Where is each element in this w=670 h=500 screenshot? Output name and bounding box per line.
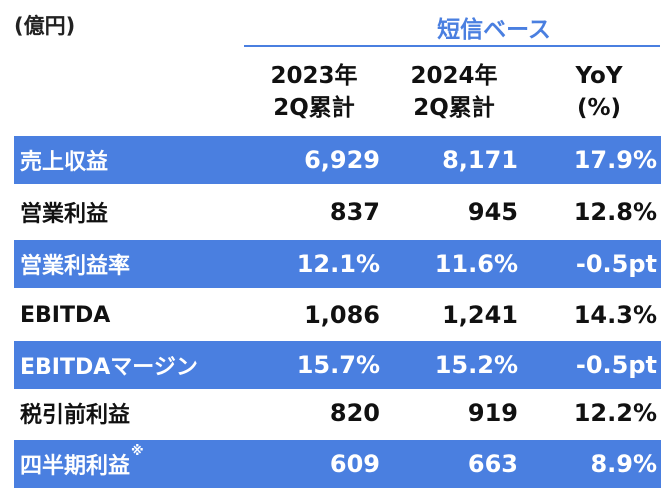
- value-yoy: 17.9%: [573, 146, 657, 174]
- value-2023: 1,086: [304, 301, 380, 329]
- value-2024: 663: [467, 450, 518, 478]
- value-2023: 12.1%: [296, 250, 380, 278]
- value-2024: 8,171: [442, 146, 518, 174]
- table-row-quarterly-profit: 四半期利益※ 609 663 8.9%: [14, 440, 661, 488]
- row-label: 四半期利益※: [20, 444, 144, 480]
- table-row-operating-profit: 営業利益 837 945 12.8%: [14, 188, 661, 236]
- table-row-ebitda: EBITDA 1,086 1,241 14.3%: [14, 291, 661, 339]
- row-label-text: 税引前利益: [20, 403, 131, 428]
- value-2024: 15.2%: [434, 351, 518, 379]
- value-2024: 1,241: [442, 301, 518, 329]
- value-yoy: -0.5pt: [575, 351, 657, 379]
- row-label: 営業利益率: [20, 248, 130, 280]
- value-yoy: 8.9%: [590, 450, 657, 478]
- row-label-text: 売上収益: [20, 150, 109, 175]
- row-label-text: 四半期利益: [20, 454, 131, 479]
- table-row-revenue: 売上収益 6,929 8,171 17.9%: [14, 136, 661, 184]
- value-2024: 11.6%: [434, 250, 518, 278]
- row-label: EBITDAマージン: [20, 349, 198, 381]
- unit-label: (億円): [14, 14, 76, 38]
- value-yoy: 12.8%: [573, 198, 657, 226]
- table-row-ebitda-margin: EBITDAマージン 15.7% 15.2% -0.5pt: [14, 341, 661, 389]
- footnote-mark: ※: [131, 444, 144, 459]
- row-label: 税引前利益: [20, 397, 130, 429]
- column-header-2023-period: 2Q累計: [273, 95, 355, 121]
- value-2023: 15.7%: [296, 351, 380, 379]
- value-yoy: -0.5pt: [575, 250, 657, 278]
- row-label: EBITDA: [20, 303, 110, 328]
- row-label-text: 営業利益: [20, 202, 109, 227]
- basis-underline: [244, 45, 660, 47]
- basis-label: 短信ベース: [437, 17, 551, 43]
- value-2023: 837: [329, 198, 380, 226]
- row-label-text: EBITDAマージン: [20, 355, 198, 380]
- value-2024: 945: [467, 198, 518, 226]
- value-2024: 919: [467, 399, 518, 427]
- column-header-2024: 2024年 2Q累計: [390, 60, 518, 128]
- column-header-2024-year: 2024年: [410, 63, 498, 89]
- value-yoy: 12.2%: [573, 399, 657, 427]
- column-header-yoy-title: YoY: [575, 63, 623, 89]
- row-label: 営業利益: [20, 196, 108, 228]
- column-header-2023: 2023年 2Q累計: [250, 60, 378, 128]
- column-header-yoy-unit: (%): [576, 95, 622, 121]
- value-2023: 820: [329, 399, 380, 427]
- column-header-yoy: YoY (%): [540, 60, 658, 128]
- value-yoy: 14.3%: [573, 301, 657, 329]
- row-label: 売上収益: [20, 144, 108, 176]
- column-header-2024-period: 2Q累計: [413, 95, 495, 121]
- row-label-text: EBITDA: [20, 302, 111, 328]
- table-row-pretax-profit: 税引前利益 820 919 12.2%: [14, 389, 661, 437]
- table-row-operating-margin: 営業利益率 12.1% 11.6% -0.5pt: [14, 240, 661, 288]
- value-2023: 609: [329, 450, 380, 478]
- row-label-text: 営業利益率: [20, 254, 131, 279]
- value-2023: 6,929: [304, 146, 380, 174]
- column-header-2023-year: 2023年: [270, 63, 358, 89]
